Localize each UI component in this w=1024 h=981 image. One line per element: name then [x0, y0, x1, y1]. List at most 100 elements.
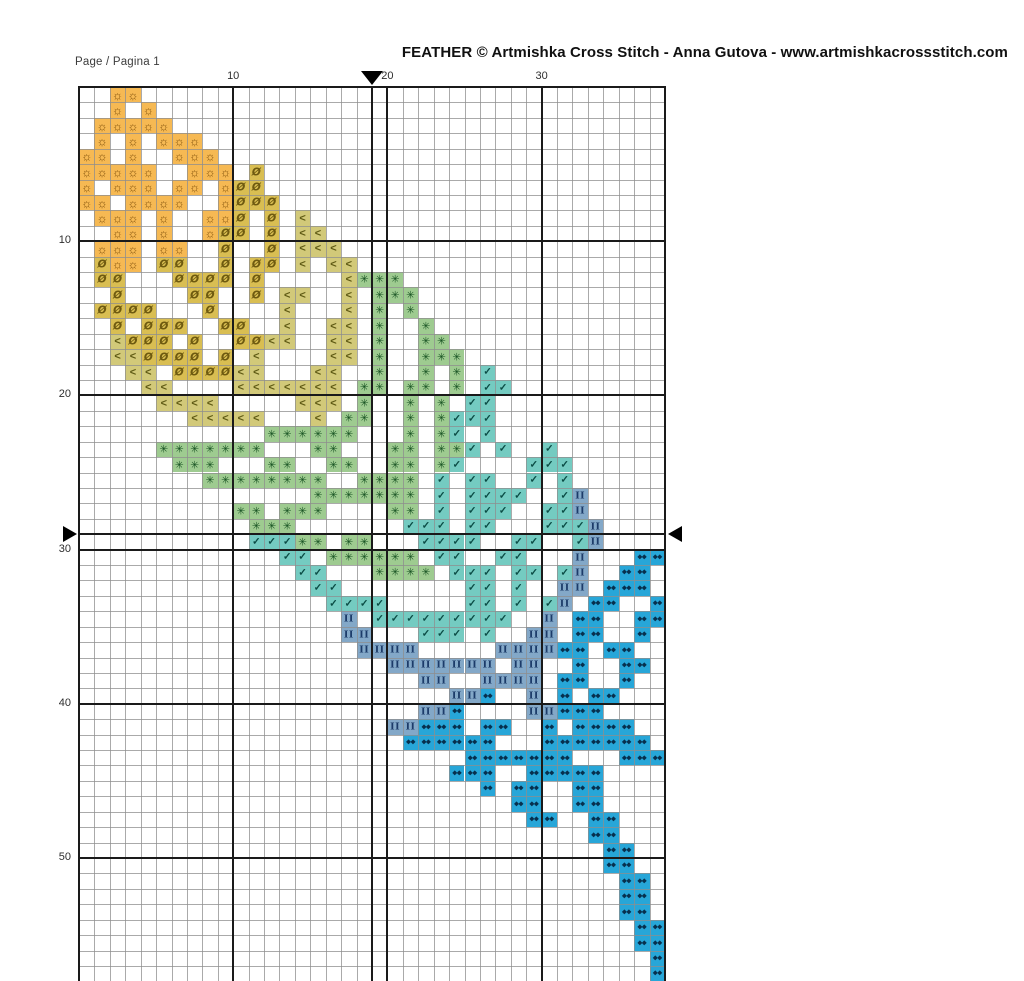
double-diamond-stitch-icon: ◆◆	[591, 630, 601, 638]
asterisk-stitch-icon: ✳	[406, 428, 415, 441]
sun-stitch-icon: ☼	[127, 257, 139, 272]
stitch-cell: ✳	[387, 549, 403, 565]
checkmark-stitch-icon: ✓	[468, 443, 477, 455]
asterisk-stitch-icon: ✳	[436, 335, 446, 348]
double-diamond-stitch-icon: ◆◆	[483, 692, 493, 700]
less-than-stitch-icon: <	[330, 258, 337, 271]
stitch-cell: ✓	[418, 518, 434, 535]
asterisk-stitch-icon: ✳	[282, 459, 292, 472]
double-diamond-stitch-icon: ◆◆	[452, 707, 462, 715]
stitch-cell: Ø	[233, 210, 249, 226]
checkmark-stitch-icon: ✓	[452, 628, 461, 640]
stitch-cell: II	[526, 703, 542, 720]
double-diamond-stitch-icon: ◆◆	[560, 707, 570, 715]
double-diamond-stitch-icon: ◆◆	[637, 630, 647, 638]
double-diamond-stitch-icon: ◆◆	[606, 846, 616, 854]
asterisk-stitch-icon: ✳	[436, 397, 446, 410]
asterisk-stitch-icon: ✳	[267, 459, 277, 472]
stitch-cell: Ø	[186, 364, 203, 380]
stitch-cell: Ø	[233, 194, 249, 211]
double-diamond-stitch-icon: ◆◆	[621, 877, 632, 885]
stitch-cell: ✳	[356, 487, 372, 504]
slashed-oval-stitch-icon: Ø	[205, 304, 215, 317]
slashed-oval-stitch-icon: Ø	[267, 258, 277, 271]
double-diamond-stitch-icon: ◆◆	[560, 692, 570, 700]
stitch-cell: ✓	[279, 549, 295, 565]
asterisk-stitch-icon: ✳	[267, 474, 277, 487]
stitch-cell: ✳	[156, 441, 172, 458]
stitch-cell: ✳	[248, 441, 265, 458]
checkmark-stitch-icon: ✓	[545, 505, 554, 517]
double-diamond-stitch-icon: ◆◆	[575, 800, 586, 808]
double-diamond-stitch-icon: ◆◆	[621, 754, 632, 761]
stitch-cell: Ø	[202, 287, 218, 303]
checkmark-stitch-icon: ✓	[468, 413, 477, 425]
stitch-cell: ✓	[495, 549, 511, 565]
stitch-cell: ✳	[264, 457, 280, 473]
double-diamond-stitch-icon: ◆◆	[560, 754, 570, 761]
stitch-cell: <	[264, 333, 280, 350]
stitch-cell: ☼	[109, 164, 126, 180]
roman-two-stitch-icon: II	[420, 706, 431, 718]
asterisk-stitch-icon: ✳	[344, 536, 354, 549]
less-than-stitch-icon: <	[330, 366, 337, 379]
stitch-cell: ✓	[495, 441, 511, 458]
double-diamond-stitch-icon: ◆◆	[513, 800, 524, 808]
slashed-oval-stitch-icon: Ø	[97, 258, 107, 271]
double-diamond-stitch-icon: ◆◆	[621, 646, 632, 654]
asterisk-stitch-icon: ✳	[375, 320, 385, 333]
less-than-stitch-icon: <	[237, 412, 245, 425]
sun-stitch-icon: ☼	[81, 165, 93, 180]
stitch-cell: ✳	[371, 287, 388, 303]
less-than-stitch-icon: <	[237, 366, 245, 379]
asterisk-stitch-icon: ✳	[251, 474, 261, 487]
stitch-cell: ✳	[356, 379, 372, 396]
double-diamond-stitch-icon: ◆◆	[544, 769, 555, 777]
roman-two-stitch-icon: II	[544, 644, 555, 656]
sun-stitch-icon: ☼	[96, 211, 108, 226]
stitch-cell: ◆◆	[618, 565, 635, 581]
stitch-cell: ✳	[402, 549, 419, 565]
asterisk-stitch-icon: ✳	[452, 381, 462, 394]
sun-stitch-icon: ☼	[81, 180, 93, 195]
stitch-cell: ✓	[371, 611, 388, 627]
stitch-cell: ☼	[156, 194, 172, 211]
double-diamond-stitch-icon: ◆◆	[606, 692, 616, 700]
stitch-cell: ✳	[264, 472, 280, 488]
asterisk-stitch-icon: ✳	[421, 381, 431, 394]
stitch-cell: ◆◆	[449, 703, 465, 720]
stitch-cell: ☼	[109, 225, 126, 242]
stitch-cell: <	[341, 272, 357, 288]
double-diamond-stitch-icon: ◆◆	[436, 738, 447, 746]
sun-stitch-icon: ☼	[81, 196, 93, 211]
double-diamond-stitch-icon: ◆◆	[591, 784, 601, 792]
stitch-cell: <	[279, 318, 295, 334]
sun-stitch-icon: ☼	[204, 211, 216, 226]
sun-stitch-icon: ☼	[173, 134, 185, 149]
stitch-cell: ☼	[79, 179, 95, 195]
stitch-cell: ◆◆	[603, 734, 619, 751]
sun-stitch-icon: ☼	[96, 165, 108, 180]
asterisk-stitch-icon: ✳	[359, 551, 369, 564]
less-than-stitch-icon: <	[268, 381, 275, 394]
stitch-cell: Ø	[186, 287, 203, 303]
stitch-cell: ☼	[140, 179, 157, 195]
stitch-cell: ✓	[495, 487, 511, 504]
stitch-cell: ✓	[310, 565, 326, 581]
stitch-cell: ✳	[310, 441, 326, 458]
stitch-cell: ☼	[140, 117, 157, 134]
asterisk-stitch-icon: ✳	[344, 489, 354, 502]
asterisk-stitch-icon: ✳	[251, 505, 261, 518]
slashed-oval-stitch-icon: Ø	[236, 227, 246, 240]
checkmark-stitch-icon: ✓	[498, 443, 508, 455]
roman-two-stitch-icon: II	[436, 675, 447, 687]
checkmark-stitch-icon: ✓	[406, 613, 415, 625]
slashed-oval-stitch-icon: Ø	[267, 212, 277, 225]
asterisk-stitch-icon: ✳	[359, 381, 369, 394]
stitch-cell: ✳	[341, 534, 357, 550]
checkmark-stitch-icon: ✓	[483, 413, 492, 425]
roman-two-stitch-icon: II	[451, 690, 462, 702]
roman-two-stitch-icon: II	[513, 659, 524, 671]
stitch-cell: ✳	[202, 472, 218, 488]
stitch-cell: ✓	[510, 534, 527, 550]
